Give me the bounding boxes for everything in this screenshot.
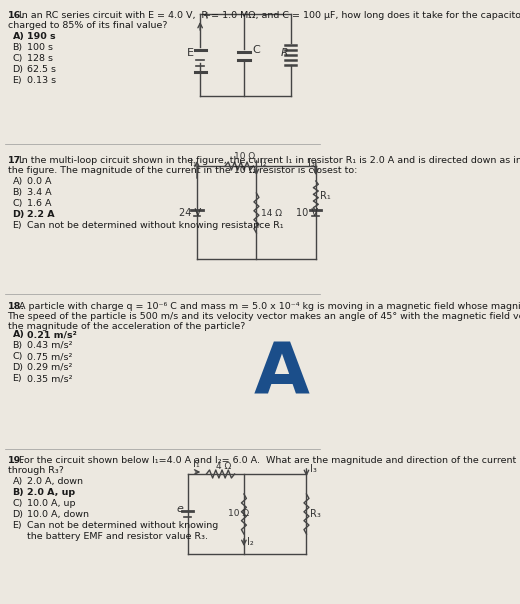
Text: 10 Ω: 10 Ω: [228, 510, 249, 518]
Text: A): A): [12, 32, 24, 41]
Text: charged to 85% of its final value?: charged to 85% of its final value?: [7, 21, 167, 30]
Text: A): A): [12, 477, 23, 486]
Text: R₃: R₃: [310, 509, 321, 519]
Text: 0.13 s: 0.13 s: [27, 76, 56, 85]
Text: the battery EMF and resistor value R₃.: the battery EMF and resistor value R₃.: [27, 532, 208, 541]
Text: B): B): [12, 43, 23, 52]
Text: B): B): [12, 341, 23, 350]
Text: 24 V: 24 V: [179, 208, 202, 218]
Text: In an RC series circuit with E = 4.0 V,  R = 1.0 MΩ, and C = 100 μF, how long do: In an RC series circuit with E = 4.0 V, …: [16, 11, 520, 20]
Text: C): C): [12, 199, 23, 208]
Text: D): D): [12, 510, 23, 519]
Text: I₃: I₃: [309, 464, 317, 474]
Text: 16.: 16.: [7, 11, 24, 20]
Text: B): B): [12, 488, 24, 497]
Text: the magnitude of the acceleration of the particle?: the magnitude of the acceleration of the…: [7, 322, 245, 331]
Text: I₁: I₁: [189, 158, 196, 168]
Text: I₃: I₃: [308, 158, 315, 168]
Text: 2.0 A, up: 2.0 A, up: [27, 488, 75, 497]
Text: A): A): [12, 177, 23, 186]
Text: 100 s: 100 s: [27, 43, 53, 52]
Text: 10.0 A, down: 10.0 A, down: [27, 510, 89, 519]
Text: Can not be determined without knowing: Can not be determined without knowing: [27, 521, 218, 530]
Text: 0.21 m/s²: 0.21 m/s²: [27, 330, 76, 339]
Text: 4 Ω: 4 Ω: [216, 462, 231, 471]
Text: I₂: I₂: [259, 158, 266, 168]
Text: 19.: 19.: [7, 456, 24, 465]
Text: A particle with charge q = 10⁻⁶ C and mass m = 5.0 x 10⁻⁴ kg is moving in a magn: A particle with charge q = 10⁻⁶ C and ma…: [16, 302, 520, 311]
Text: A): A): [12, 330, 24, 339]
Text: The speed of the particle is 500 m/s and its velocity vector makes an angle of 4: The speed of the particle is 500 m/s and…: [7, 312, 520, 321]
Text: 190 s: 190 s: [27, 32, 56, 41]
Text: 10 Ω: 10 Ω: [234, 152, 255, 161]
Text: C): C): [12, 54, 23, 63]
Text: e: e: [176, 504, 183, 514]
Text: 0.43 m/s²: 0.43 m/s²: [27, 341, 72, 350]
Text: 3.4 A: 3.4 A: [27, 188, 51, 197]
Text: 18.: 18.: [7, 302, 24, 311]
Text: C: C: [252, 45, 260, 55]
Text: C): C): [12, 352, 23, 361]
Text: D): D): [12, 65, 23, 74]
Text: 0.35 m/s²: 0.35 m/s²: [27, 374, 72, 383]
Text: through R₃?: through R₃?: [7, 466, 63, 475]
Text: 0.29 m/s²: 0.29 m/s²: [27, 363, 72, 372]
Text: 14 Ω: 14 Ω: [262, 208, 282, 217]
Text: E: E: [186, 48, 193, 58]
Text: In the multi-loop circuit shown in the figure, the current I₁ in resistor R₁ is : In the multi-loop circuit shown in the f…: [16, 156, 520, 165]
Text: E): E): [12, 76, 22, 85]
Text: the figure. The magnitude of the current in the 10 Ω resistor is closest to:: the figure. The magnitude of the current…: [7, 166, 357, 175]
Text: D): D): [12, 210, 25, 219]
Text: Can not be determined without knowing resistance R₁: Can not be determined without knowing re…: [27, 221, 283, 230]
Text: I₂: I₂: [247, 537, 254, 547]
Text: E): E): [12, 221, 22, 230]
Text: A: A: [254, 339, 309, 408]
Text: 2.2 A: 2.2 A: [27, 210, 55, 219]
Text: 1.6 A: 1.6 A: [27, 199, 51, 208]
Text: 10 V: 10 V: [296, 208, 318, 218]
Text: I₁: I₁: [192, 459, 199, 469]
Text: E): E): [12, 374, 22, 383]
Text: 128 s: 128 s: [27, 54, 53, 63]
Text: 0.75 m/s²: 0.75 m/s²: [27, 352, 72, 361]
Text: 62.5 s: 62.5 s: [27, 65, 56, 74]
Text: E): E): [12, 521, 22, 530]
Text: 10.0 A, up: 10.0 A, up: [27, 499, 75, 508]
Text: 0.0 A: 0.0 A: [27, 177, 51, 186]
Text: 2.0 A, down: 2.0 A, down: [27, 477, 83, 486]
Text: R₁: R₁: [320, 191, 330, 201]
Text: 17.: 17.: [7, 156, 24, 165]
Text: For the circuit shown below I₁=4.0 A and I₂= 6.0 A.  What are the magnitude and : For the circuit shown below I₁=4.0 A and…: [16, 456, 520, 465]
Text: C): C): [12, 499, 23, 508]
Text: D): D): [12, 363, 23, 372]
Text: R: R: [281, 48, 289, 58]
Text: +: +: [202, 11, 210, 21]
Text: B): B): [12, 188, 23, 197]
